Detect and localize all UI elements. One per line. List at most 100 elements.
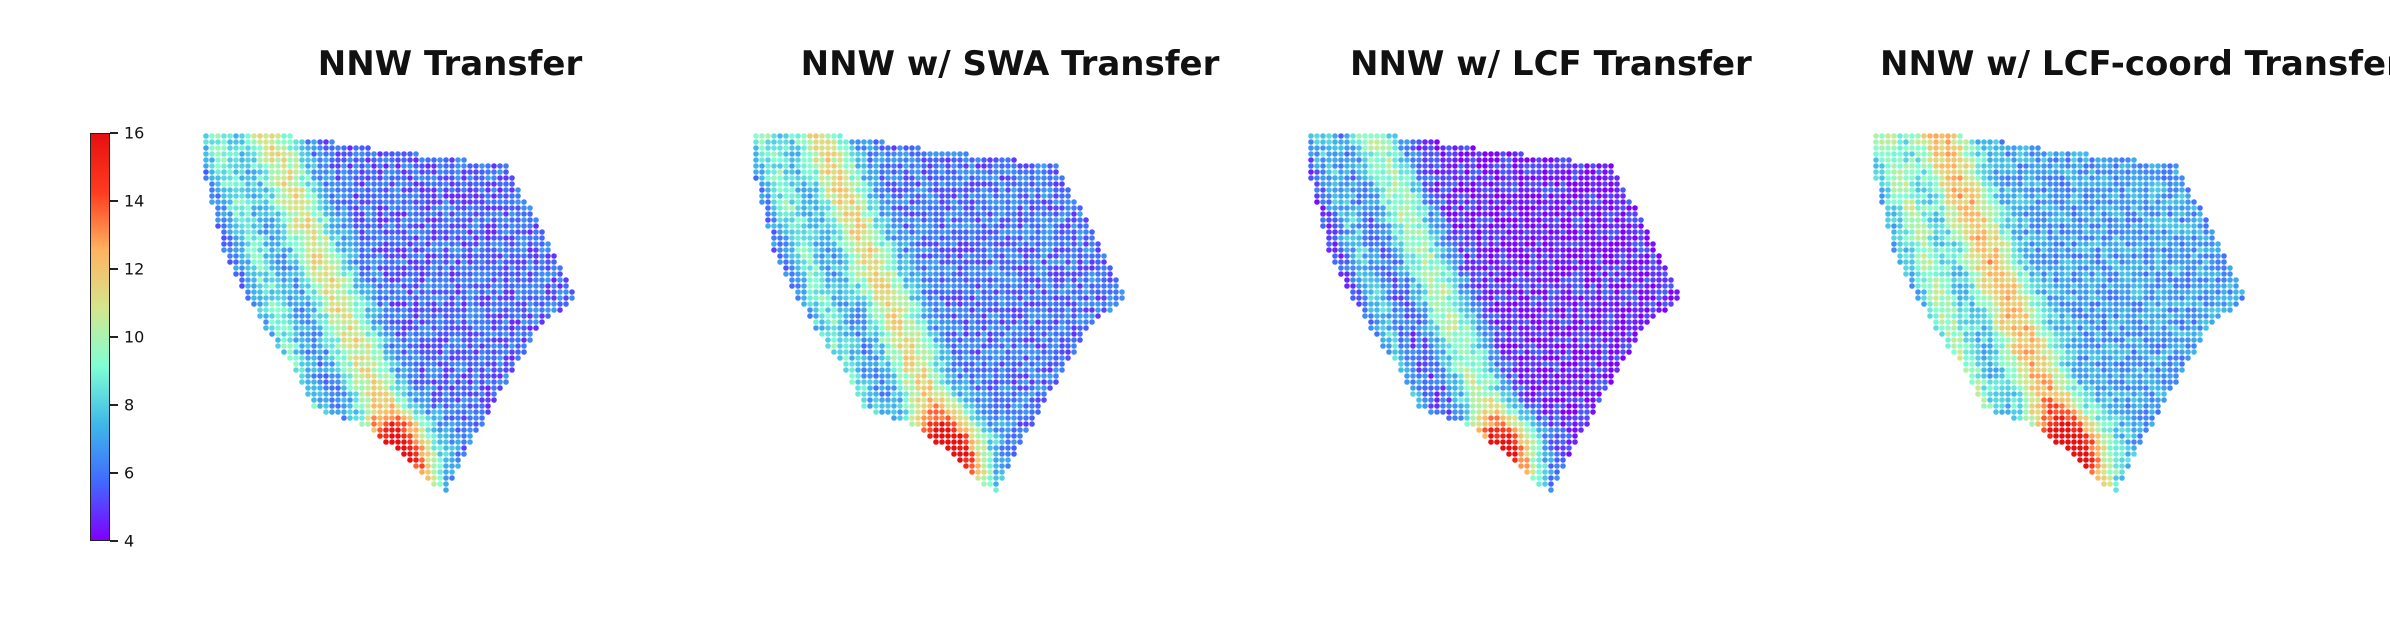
heatmap-cell: [455, 367, 461, 373]
heatmap-cell: [801, 259, 807, 265]
heatmap-cell: [293, 205, 299, 211]
heatmap-cell: [377, 391, 383, 397]
heatmap-cell: [395, 391, 401, 397]
heatmap-cell: [239, 247, 245, 253]
heatmap-cell: [389, 361, 395, 367]
heatmap-cell: [347, 409, 353, 415]
heatmap-cell: [311, 343, 317, 349]
heatmap-cell: [1356, 175, 1362, 181]
heatmap-cell: [437, 355, 443, 361]
heatmap-cell: [957, 241, 963, 247]
heatmap-cell: [425, 397, 431, 403]
heatmap-cell: [461, 223, 467, 229]
heatmap-cell: [533, 223, 539, 229]
heatmap-cell: [383, 223, 389, 229]
heatmap-cell: [263, 217, 269, 223]
heatmap-cell: [981, 271, 987, 277]
heatmap-cell: [999, 457, 1005, 463]
heatmap-cell: [1416, 175, 1422, 181]
heatmap-cell: [371, 289, 377, 295]
heatmap-panel-2: [753, 133, 1125, 493]
heatmap-cell: [437, 307, 443, 313]
heatmap-cell: [1065, 229, 1071, 235]
heatmap-cell: [1011, 157, 1017, 163]
heatmap-cell: [1065, 337, 1071, 343]
heatmap-cell: [509, 217, 515, 223]
heatmap-cell: [323, 331, 329, 337]
heatmap-cell: [963, 307, 969, 313]
heatmap-cell: [771, 133, 777, 139]
heatmap-cell: [533, 313, 539, 319]
heatmap-cell: [963, 355, 969, 361]
heatmap-cell: [963, 325, 969, 331]
heatmap-cell: [1089, 307, 1095, 313]
heatmap-cell: [819, 277, 825, 283]
heatmap-cell: [1023, 337, 1029, 343]
heatmap-cell: [957, 403, 963, 409]
heatmap-cell: [981, 265, 987, 271]
heatmap-cell: [999, 301, 1005, 307]
heatmap-cell: [485, 277, 491, 283]
heatmap-cell: [281, 205, 287, 211]
heatmap-cell: [855, 289, 861, 295]
heatmap-cell: [849, 289, 855, 295]
heatmap-cell: [807, 313, 813, 319]
heatmap-cell: [969, 187, 975, 193]
heatmap-cell: [425, 211, 431, 217]
heatmap-cell: [287, 313, 293, 319]
heatmap-cell: [945, 319, 951, 325]
heatmap-cell: [1089, 265, 1095, 271]
heatmap-cell: [413, 199, 419, 205]
heatmap-cell: [915, 373, 921, 379]
heatmap-cell: [329, 187, 335, 193]
heatmap-cell: [407, 229, 413, 235]
heatmap-cell: [1308, 175, 1314, 181]
heatmap-cell: [365, 217, 371, 223]
heatmap-cell: [329, 295, 335, 301]
heatmap-cell: [987, 157, 993, 163]
heatmap-cell: [299, 157, 305, 163]
heatmap-cell: [347, 175, 353, 181]
heatmap-cell: [431, 157, 437, 163]
heatmap-cell: [305, 187, 311, 193]
heatmap-cell: [377, 319, 383, 325]
heatmap-cell: [467, 259, 473, 265]
heatmap-cell: [1326, 169, 1332, 175]
heatmap-cell: [951, 421, 957, 427]
heatmap-cell: [933, 205, 939, 211]
heatmap-cell: [371, 403, 377, 409]
heatmap-cell: [461, 241, 467, 247]
heatmap-cell: [1047, 337, 1053, 343]
heatmap-cell: [837, 133, 843, 139]
heatmap-cell: [1446, 181, 1452, 187]
heatmap-cell: [1017, 187, 1023, 193]
heatmap-cell: [879, 205, 885, 211]
heatmap-cell: [305, 163, 311, 169]
heatmap-cell: [419, 175, 425, 181]
heatmap-cell: [485, 247, 491, 253]
heatmap-cell: [987, 349, 993, 355]
heatmap-cell: [359, 205, 365, 211]
heatmap-cell: [1560, 157, 1566, 163]
heatmap-cell: [855, 181, 861, 187]
heatmap-cell: [1029, 247, 1035, 253]
heatmap-cell: [831, 301, 837, 307]
heatmap-cell: [515, 301, 521, 307]
heatmap-cell: [455, 241, 461, 247]
heatmap-cell: [849, 229, 855, 235]
heatmap-cell: [945, 217, 951, 223]
heatmap-cell: [963, 445, 969, 451]
heatmap-cell: [233, 169, 239, 175]
heatmap-cell: [849, 319, 855, 325]
heatmap-cell: [449, 433, 455, 439]
heatmap-cell: [981, 319, 987, 325]
heatmap-cell: [257, 313, 263, 319]
heatmap-cell: [885, 325, 891, 331]
heatmap-cell: [1011, 367, 1017, 373]
heatmap-cell: [1338, 187, 1344, 193]
heatmap-cell: [999, 181, 1005, 187]
heatmap-cell: [425, 253, 431, 259]
heatmap-cell: [1071, 289, 1077, 295]
heatmap-cell: [395, 367, 401, 373]
heatmap-cell: [1071, 241, 1077, 247]
